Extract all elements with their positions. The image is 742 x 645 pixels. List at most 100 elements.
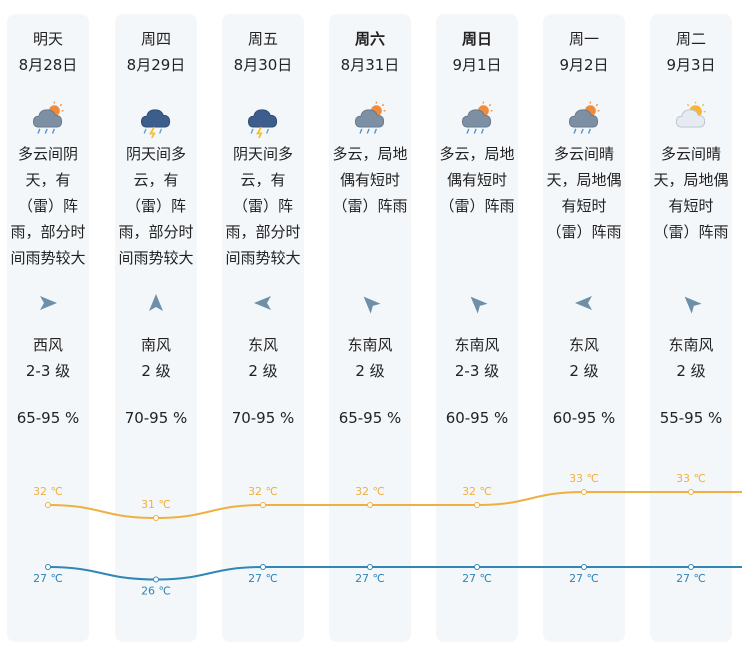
weekday-label: 周六 <box>354 30 385 48</box>
description-line: 多云，局地 <box>439 145 515 163</box>
weather-description: 多云间晴 天，局地偶 有短时 （雷）阵雨 <box>536 141 632 245</box>
high-temp-point <box>367 502 373 508</box>
arrow-northwest-icon <box>684 296 702 314</box>
arrow-northwest-icon <box>470 296 488 314</box>
arrow-north-icon <box>108 292 204 316</box>
weekday-label: 周四 <box>140 30 171 48</box>
weekday-label: 周二 <box>675 30 706 48</box>
arrow-west-icon <box>575 296 592 310</box>
description-line: 雨，部分时 <box>225 223 301 241</box>
description-line: 天，局地偶 <box>546 171 622 189</box>
wind-level: 2 级 <box>569 362 599 380</box>
arrow-east-icon <box>40 296 57 310</box>
cloudy-rain-icon <box>0 98 96 138</box>
cloudy-rain-icon <box>461 101 493 134</box>
cloudy-rain-icon <box>568 101 600 134</box>
thunderstorm-icon <box>108 98 204 138</box>
date-label: 8月30日 <box>233 56 293 74</box>
high-temp-label: 32 ℃ <box>355 485 385 498</box>
arrow-west-icon <box>254 296 271 310</box>
thunderstorm-icon <box>247 109 278 138</box>
low-temp-label: 27 ℃ <box>33 572 63 585</box>
low-temp-point <box>581 564 587 570</box>
high-temp-point <box>688 489 694 495</box>
cloudy-rain-icon <box>322 98 418 138</box>
date-label: 8月29日 <box>126 56 186 74</box>
arrow-northwest-icon <box>363 296 381 314</box>
description-line: （雷）阵 <box>125 197 186 215</box>
description-line: （雷）阵雨 <box>653 223 729 241</box>
low-temp-label: 27 ℃ <box>248 572 278 585</box>
weekday-label: 周日 <box>461 30 492 48</box>
high-temp-point <box>153 515 159 521</box>
cloudy-rain-icon <box>354 101 386 134</box>
description-line: 多云间晴 <box>660 145 721 163</box>
low-temp-line <box>47 565 742 581</box>
low-temp-label: 26 ℃ <box>141 585 171 598</box>
weekday-label: 周五 <box>247 30 278 48</box>
arrow-northwest-icon <box>429 292 525 316</box>
low-temp-label: 27 ℃ <box>569 572 599 585</box>
wind-direction: 东南风 <box>668 336 714 354</box>
description-line: （雷）阵雨 <box>546 223 622 241</box>
weather-description: 多云，局地 偶有短时 （雷）阵雨 <box>429 141 525 219</box>
humidity-range: 65-95 % <box>16 409 80 427</box>
wind-level: 2-3 级 <box>454 362 500 380</box>
arrow-northwest-icon <box>643 292 739 316</box>
description-line: 偶有短时 <box>446 171 507 189</box>
weather-description: 多云，局地 偶有短时 （雷）阵雨 <box>322 141 418 219</box>
high-temp-label: 32 ℃ <box>248 485 278 498</box>
low-temp-point <box>688 564 694 570</box>
weather-description: 阴天间多 云，有 （雷）阵 雨，部分时 间雨势较大 <box>108 141 204 271</box>
date-label: 8月28日 <box>18 56 78 74</box>
low-temp-point <box>260 564 266 570</box>
wind-level: 2 级 <box>676 362 706 380</box>
low-temp-point <box>474 564 480 570</box>
description-line: 天，局地偶 <box>653 171 729 189</box>
high-temp-point <box>260 502 266 508</box>
wind-level: 2 级 <box>141 362 171 380</box>
description-line: 云，有 <box>133 171 179 189</box>
wind-direction: 东风 <box>247 336 278 354</box>
description-line: 间雨势较大 <box>10 249 86 267</box>
weather-description: 多云间晴 天，局地偶 有短时 （雷）阵雨 <box>643 141 739 245</box>
low-temp-label: 27 ℃ <box>462 572 492 585</box>
low-temp-point <box>45 564 51 570</box>
description-line: （雷）阵 <box>232 197 293 215</box>
description-line: 天，有 <box>25 171 71 189</box>
humidity-range: 70-95 % <box>124 409 188 427</box>
high-temp-point <box>474 502 480 508</box>
wind-direction: 南风 <box>140 336 171 354</box>
wind-direction: 东南风 <box>347 336 393 354</box>
arrow-north-icon <box>149 294 163 311</box>
high-temp-label: 31 ℃ <box>141 498 171 511</box>
cloudy-rain-icon <box>32 101 64 134</box>
wind-direction: 西风 <box>32 336 63 354</box>
high-temp-line <box>47 490 742 520</box>
wind-level: 2 级 <box>355 362 385 380</box>
description-line: 间雨势较大 <box>118 249 194 267</box>
humidity-range: 70-95 % <box>231 409 295 427</box>
wind-level: 2-3 级 <box>25 362 71 380</box>
high-temp-point <box>581 489 587 495</box>
wind-direction: 东风 <box>568 336 599 354</box>
description-line: 雨，部分时 <box>118 223 194 241</box>
high-temp-point <box>45 502 51 508</box>
arrow-northwest-icon <box>322 292 418 316</box>
low-temp-point <box>367 564 373 570</box>
partly-cloudy-icon <box>675 101 706 128</box>
high-temp-label: 32 ℃ <box>462 485 492 498</box>
date-label: 8月31日 <box>340 56 400 74</box>
weekday-label: 周一 <box>568 30 599 48</box>
description-line: 雨，部分时 <box>10 223 86 241</box>
weather-description: 阴天间多 云，有 （雷）阵 雨，部分时 间雨势较大 <box>215 141 311 271</box>
thunderstorm-icon <box>215 98 311 138</box>
description-line: 偶有短时 <box>339 171 400 189</box>
arrow-west-icon <box>536 292 632 316</box>
description-line: （雷）阵 <box>17 197 78 215</box>
low-temp-label: 27 ℃ <box>676 572 706 585</box>
high-temp-label: 33 ℃ <box>676 472 706 485</box>
humidity-range: 60-95 % <box>445 409 509 427</box>
